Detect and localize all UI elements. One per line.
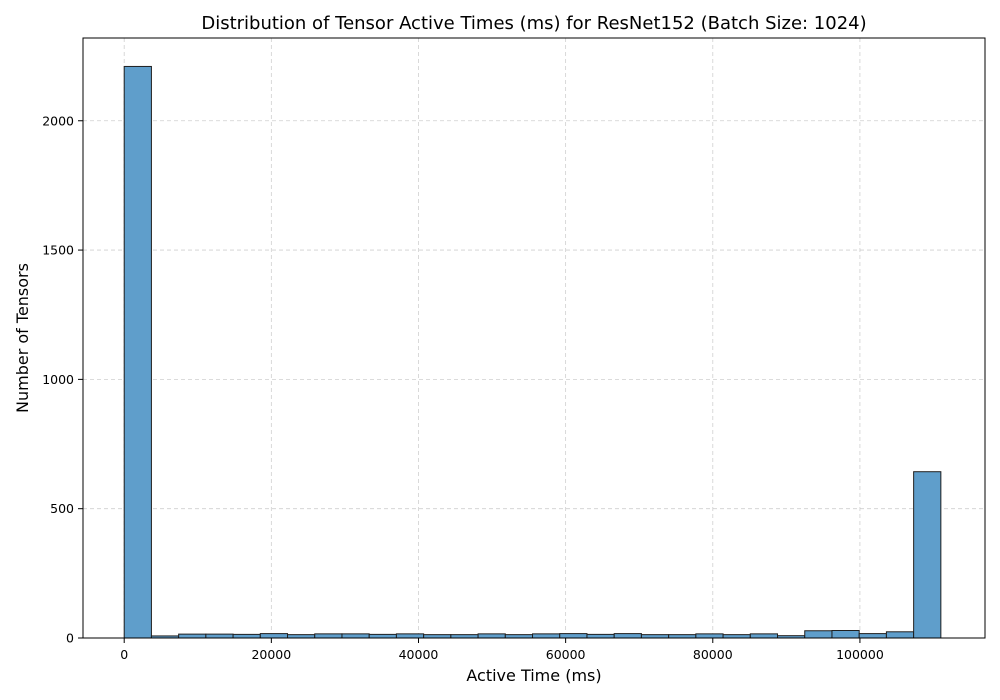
y-tick-label: 0 — [66, 631, 74, 646]
histogram-bar — [804, 630, 833, 639]
histogram-bar — [314, 633, 343, 639]
histogram-bar — [885, 631, 915, 639]
histogram-bar — [613, 633, 642, 639]
histogram-bar — [395, 633, 425, 639]
histogram-bar — [259, 633, 289, 639]
histogram-bar — [368, 633, 397, 639]
histogram-bar — [178, 633, 207, 639]
grid-layer — [83, 38, 985, 639]
bars-layer — [123, 65, 942, 639]
y-tick-label: 1500 — [42, 243, 74, 258]
histogram-bar — [477, 633, 506, 639]
histogram-bar — [559, 633, 588, 639]
histogram-bar — [831, 630, 860, 639]
y-tick-label: 500 — [50, 501, 74, 516]
histogram-bar — [722, 634, 751, 639]
histogram-bar — [913, 471, 942, 639]
x-tick-label: 20000 — [251, 647, 291, 662]
histogram-bar — [205, 633, 234, 639]
histogram-bar — [640, 634, 670, 639]
y-tick-label: 1000 — [42, 372, 74, 387]
y-axis-label: Number of Tensors — [13, 263, 32, 413]
plot-frame — [82, 37, 986, 639]
histogram-bar — [450, 634, 479, 639]
x-tick-label: 60000 — [546, 647, 586, 662]
histogram-bar — [532, 633, 561, 639]
histogram-bar — [504, 634, 534, 639]
x-tick-label: 100000 — [836, 647, 884, 662]
x-axis-label: Active Time (ms) — [466, 666, 601, 685]
histogram-bar — [858, 633, 887, 639]
x-tick-label: 80000 — [693, 647, 733, 662]
histogram-bar — [423, 634, 452, 639]
histogram-bar — [341, 633, 370, 639]
x-tick-label: 40000 — [399, 647, 439, 662]
x-tick-label: 0 — [120, 647, 128, 662]
histogram-bar — [586, 633, 615, 639]
chart-title: Distribution of Tensor Active Times (ms)… — [201, 13, 866, 34]
histogram-bar — [668, 634, 697, 639]
histogram-bar — [232, 633, 261, 639]
ticks-layer: 0 20000 40000 60000 80000 100000 0 500 1000 1500 2… — [42, 113, 884, 662]
histogram-bar — [749, 633, 779, 639]
histogram-bar — [123, 65, 152, 639]
histogram-bar — [695, 633, 724, 639]
y-tick-label: 2000 — [42, 113, 74, 128]
histogram-bar — [287, 634, 316, 639]
